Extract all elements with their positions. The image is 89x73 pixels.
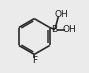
Text: OH: OH [62, 25, 76, 34]
Text: OH: OH [55, 10, 69, 19]
Text: F: F [32, 56, 37, 65]
Text: B: B [51, 25, 57, 34]
